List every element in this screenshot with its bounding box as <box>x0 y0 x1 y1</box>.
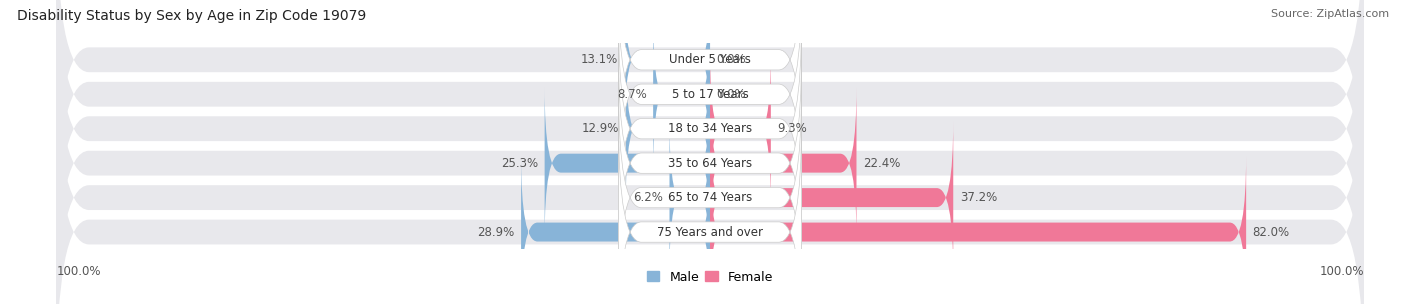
Text: 35 to 64 Years: 35 to 64 Years <box>668 157 752 170</box>
FancyBboxPatch shape <box>522 155 710 304</box>
FancyBboxPatch shape <box>544 87 710 240</box>
Text: 13.1%: 13.1% <box>581 53 617 66</box>
FancyBboxPatch shape <box>619 122 801 304</box>
Text: 18 to 34 Years: 18 to 34 Years <box>668 122 752 135</box>
Text: 12.9%: 12.9% <box>582 122 619 135</box>
Text: 75 Years and over: 75 Years and over <box>657 226 763 239</box>
FancyBboxPatch shape <box>710 121 953 274</box>
FancyBboxPatch shape <box>56 72 1364 304</box>
FancyBboxPatch shape <box>56 0 1364 288</box>
FancyBboxPatch shape <box>619 87 801 304</box>
FancyBboxPatch shape <box>619 53 801 274</box>
Text: Source: ZipAtlas.com: Source: ZipAtlas.com <box>1271 9 1389 19</box>
FancyBboxPatch shape <box>654 18 710 171</box>
Text: Disability Status by Sex by Age in Zip Code 19079: Disability Status by Sex by Age in Zip C… <box>17 9 366 23</box>
Text: 9.3%: 9.3% <box>778 122 807 135</box>
Text: 100.0%: 100.0% <box>56 265 101 278</box>
FancyBboxPatch shape <box>56 0 1364 254</box>
FancyBboxPatch shape <box>619 0 801 170</box>
Text: 0.0%: 0.0% <box>717 53 747 66</box>
Legend: Male, Female: Male, Female <box>643 265 778 288</box>
Text: 37.2%: 37.2% <box>960 191 997 204</box>
FancyBboxPatch shape <box>710 52 770 206</box>
Text: 0.0%: 0.0% <box>717 88 747 101</box>
FancyBboxPatch shape <box>619 0 801 205</box>
FancyBboxPatch shape <box>669 121 710 274</box>
FancyBboxPatch shape <box>626 52 710 206</box>
Text: 65 to 74 Years: 65 to 74 Years <box>668 191 752 204</box>
FancyBboxPatch shape <box>619 18 801 239</box>
FancyBboxPatch shape <box>56 38 1364 304</box>
FancyBboxPatch shape <box>710 155 1246 304</box>
Text: Under 5 Years: Under 5 Years <box>669 53 751 66</box>
Text: 8.7%: 8.7% <box>617 88 647 101</box>
FancyBboxPatch shape <box>56 0 1364 220</box>
FancyBboxPatch shape <box>56 3 1364 304</box>
Text: 6.2%: 6.2% <box>633 191 664 204</box>
FancyBboxPatch shape <box>710 87 856 240</box>
Text: 100.0%: 100.0% <box>1319 265 1364 278</box>
Text: 25.3%: 25.3% <box>501 157 538 170</box>
Text: 22.4%: 22.4% <box>863 157 900 170</box>
Text: 28.9%: 28.9% <box>477 226 515 239</box>
FancyBboxPatch shape <box>624 0 710 136</box>
Text: 82.0%: 82.0% <box>1253 226 1289 239</box>
Text: 5 to 17 Years: 5 to 17 Years <box>672 88 748 101</box>
